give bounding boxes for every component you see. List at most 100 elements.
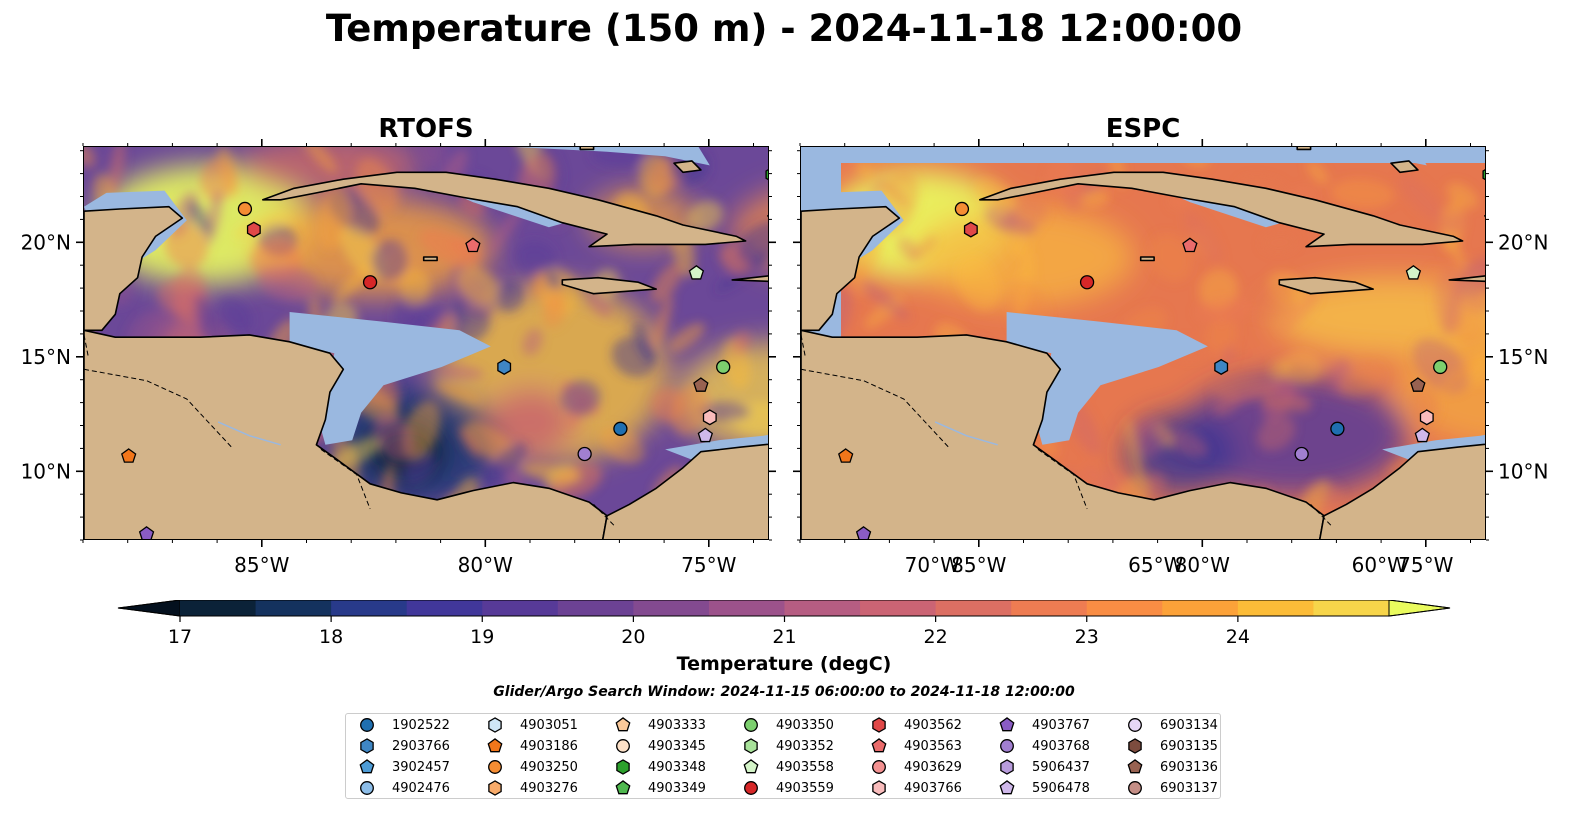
legend-marker-4903186 — [487, 738, 503, 753]
float-marker-5906478 — [697, 427, 714, 443]
float-marker-6903136 — [1410, 377, 1426, 392]
search-window-text: Glider/Argo Search Window: 2024-11-15 06… — [493, 684, 1075, 700]
legend-item: 4902476 — [356, 778, 450, 798]
legend-label: 4903348 — [648, 759, 706, 775]
legend-label: 4903767 — [1032, 717, 1090, 733]
legend-marker-4903333 — [615, 717, 631, 732]
legend-marker-icon — [999, 717, 1015, 732]
legend-item: 5906478 — [996, 778, 1090, 798]
colorbar-segment — [1237, 600, 1315, 616]
float-marker-1902522 — [613, 421, 628, 436]
legend-marker-6903135 — [1128, 738, 1142, 754]
legend-marker-icon — [744, 781, 758, 795]
legend-marker-2903766 — [360, 738, 374, 754]
float-marker-1902522 — [1330, 421, 1345, 436]
float-marker-4903250 — [954, 201, 970, 217]
float-marker-4903563 — [465, 237, 481, 253]
legend-marker-4903629 — [872, 760, 886, 774]
float-marker-6903136 — [693, 377, 709, 392]
float-marker-4903766 — [702, 409, 717, 426]
legend-marker-5906478 — [999, 780, 1015, 795]
legend-marker-3902457 — [359, 759, 375, 774]
legend-item: 4903352 — [740, 736, 834, 756]
float-marker-4903559 — [362, 275, 378, 290]
legend-item: 2903766 — [356, 736, 450, 756]
float-marker-4903768 — [1294, 446, 1309, 462]
legend-marker-icon — [1000, 759, 1014, 775]
legend-label: 4903563 — [904, 738, 962, 754]
colorbar-tick-label: 24 — [1226, 626, 1250, 648]
legend-item: 4903766 — [868, 778, 962, 798]
colorbar-segment — [557, 600, 634, 616]
legend-marker-icon — [1128, 738, 1142, 754]
float-marker-4903563 — [1182, 237, 1198, 253]
float-markers-espc — [838, 169, 1485, 539]
legend-item: 4903563 — [868, 736, 962, 756]
legend-marker-icon — [872, 717, 886, 733]
legend-item: 4903333 — [612, 715, 706, 735]
x-tick-label: 65°W — [1128, 553, 1183, 577]
colorbar-segment — [708, 600, 786, 616]
legend-label: 5906437 — [1032, 759, 1090, 775]
colorbar-tick-label: 21 — [772, 626, 796, 648]
colorbar-segment — [784, 600, 861, 616]
colorbar-segment — [1086, 600, 1163, 616]
colorbar-segment — [1313, 600, 1390, 616]
colorbar-segment — [633, 600, 710, 616]
legend-marker-4903250 — [488, 760, 502, 774]
legend-marker-5906437 — [1000, 759, 1014, 775]
legend-marker-icon — [1128, 718, 1142, 732]
legend-label: 4902476 — [392, 780, 450, 796]
map-canvas-rtofs — [84, 147, 768, 539]
y-tick-label: 10°N — [21, 459, 71, 483]
legend-marker-4903345 — [616, 739, 630, 753]
panel-title-rtofs: RTOFS — [378, 114, 474, 144]
legend-marker-icon — [487, 738, 503, 753]
colorbar-tick-label: 18 — [319, 626, 343, 648]
legend-label: 3902457 — [392, 759, 450, 775]
legend-label: 4903766 — [904, 780, 962, 796]
legend-label: 6903137 — [1160, 780, 1218, 796]
legend-item: 4903767 — [996, 715, 1090, 735]
colorbar-over-arrow — [1388, 600, 1451, 617]
float-marker-4903250 — [237, 201, 253, 217]
x-tick-label: 75°W — [681, 553, 736, 577]
float-marker-4903562 — [963, 221, 978, 238]
legend-label: 2903766 — [392, 738, 450, 754]
legend-marker-icon — [615, 717, 631, 732]
legend-label: 4903350 — [776, 717, 834, 733]
y-tick-label: 20°N — [1498, 230, 1548, 254]
float-marker-2903766 — [1214, 358, 1229, 375]
float-marker-4903768 — [577, 446, 592, 462]
x-tick-label: 70°W — [905, 553, 960, 577]
colorbar-tick-label: 17 — [168, 626, 192, 648]
legend-label: 4903352 — [776, 738, 834, 754]
panel-title-espc: ESPC — [1105, 114, 1181, 144]
map-canvas-espc — [801, 147, 1485, 539]
legend-label: 1902522 — [392, 717, 450, 733]
map-panel-espc — [800, 146, 1486, 540]
legend-marker-icon — [359, 759, 375, 774]
legend-marker-icon — [615, 780, 631, 795]
legend-marker-icon — [744, 718, 758, 732]
colorbar-tick-label: 22 — [924, 626, 948, 648]
legend-marker-4903349 — [615, 780, 631, 795]
legend-marker-4903350 — [744, 718, 758, 732]
colorbar-label: Temperature (degC) — [676, 653, 892, 675]
legend-marker-1902522 — [360, 718, 374, 732]
legend-marker-icon — [872, 760, 886, 774]
float-marker-4903350 — [1433, 359, 1448, 375]
x-tick-label: 85°W — [951, 553, 1006, 577]
float-marker-4903766 — [1419, 409, 1434, 426]
float-marker-4903348 — [765, 169, 768, 181]
legend-item: 4903768 — [996, 736, 1090, 756]
legend-marker-4903051 — [488, 717, 502, 733]
colorbar-tick-label: 23 — [1075, 626, 1099, 648]
legend-item: 6903136 — [1124, 757, 1218, 777]
legend-marker-6903136 — [1127, 759, 1143, 774]
legend-marker-icon — [488, 780, 502, 796]
colorbar-tick-label: 19 — [470, 626, 494, 648]
legend-label: 4903558 — [776, 759, 834, 775]
legend-label: 4903559 — [776, 780, 834, 796]
y-tick-label: 20°N — [21, 230, 71, 254]
